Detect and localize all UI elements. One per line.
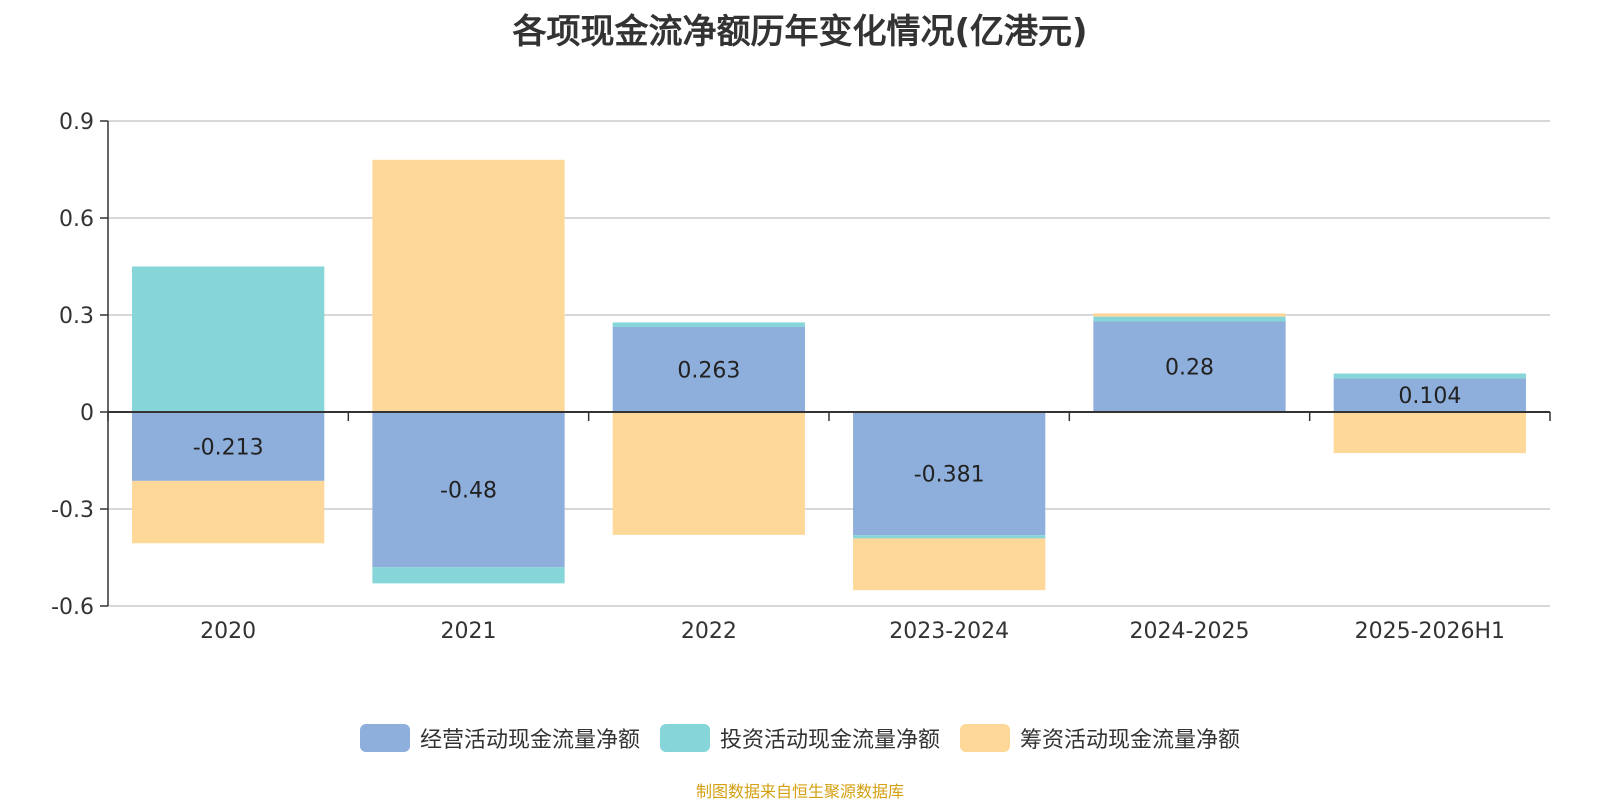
legend-swatch-operating: [359, 724, 410, 752]
cash-flow-chart: 0.9 0.6 0.3 0 -0.3 -0.6 -0.213 2020 -0.48 2021 0.2…: [51, 110, 1551, 644]
data-label: 0.104: [1398, 384, 1461, 409]
legend-label-investing: 投资活动现金流量净额: [719, 728, 940, 753]
y-tick-label: -0.3: [51, 498, 94, 523]
bar-financing: [1093, 313, 1286, 317]
data-source-note: 制图数据来自恒生聚源数据库: [695, 782, 904, 801]
legend-item-financing[interactable]: 筹资活动现金流量净额: [960, 722, 1240, 754]
bar-operating: [612, 326, 805, 412]
data-label: 0.28: [1165, 356, 1214, 381]
legend-item-investing[interactable]: 投资活动现金流量净额: [659, 722, 940, 754]
bar-investing: [372, 567, 565, 584]
y-tick-label: -0.6: [51, 595, 94, 620]
legend-item-operating[interactable]: 经营活动现金流量净额: [359, 722, 640, 754]
x-tick-label: 2022: [681, 619, 737, 644]
bar-financing: [372, 159, 565, 412]
data-label: -0.213: [193, 435, 264, 460]
bar-operating: [853, 412, 1046, 536]
y-tick-label: 0.3: [59, 304, 94, 329]
y-tick-label: 0.6: [59, 207, 94, 232]
legend-label-financing: 筹资活动现金流量净额: [1020, 728, 1241, 753]
data-label: -0.381: [914, 463, 985, 488]
x-tick-label: 2023-2024: [889, 619, 1009, 644]
bar-financing: [1333, 412, 1526, 454]
y-tick-label: 0.9: [59, 110, 94, 135]
bar-financing: [853, 538, 1046, 591]
bar-investing: [132, 266, 325, 412]
bar-investing: [612, 322, 805, 327]
legend-swatch-financing: [960, 724, 1010, 752]
bar-operating: [132, 412, 325, 481]
x-tick-label: 2021: [441, 619, 497, 644]
legend-label-operating: 经营活动现金流量净额: [419, 728, 640, 753]
legend: 经营活动现金流量净额 投资活动现金流量净额 筹资活动现金流量净额: [0, 722, 1600, 754]
bar-investing: [1333, 373, 1526, 379]
legend-swatch-investing: [659, 724, 710, 752]
bar-operating: [1333, 378, 1526, 412]
chart-title: 各项现金流净额历年变化情况(亿港元): [512, 12, 1088, 52]
bar-operating: [372, 412, 565, 568]
bar-financing: [132, 480, 325, 544]
data-label: 0.263: [677, 358, 740, 383]
y-tick-label: 0: [80, 401, 94, 426]
bar-investing: [1093, 316, 1286, 322]
x-tick-label: 2024-2025: [1130, 619, 1250, 644]
bar-operating: [1093, 321, 1286, 412]
x-tick-label: 2020: [200, 619, 256, 644]
bar-financing: [612, 412, 805, 535]
data-label: -0.48: [440, 479, 497, 504]
bar-investing: [853, 535, 1046, 539]
x-tick-label: 2025-2026H1: [1355, 619, 1505, 644]
